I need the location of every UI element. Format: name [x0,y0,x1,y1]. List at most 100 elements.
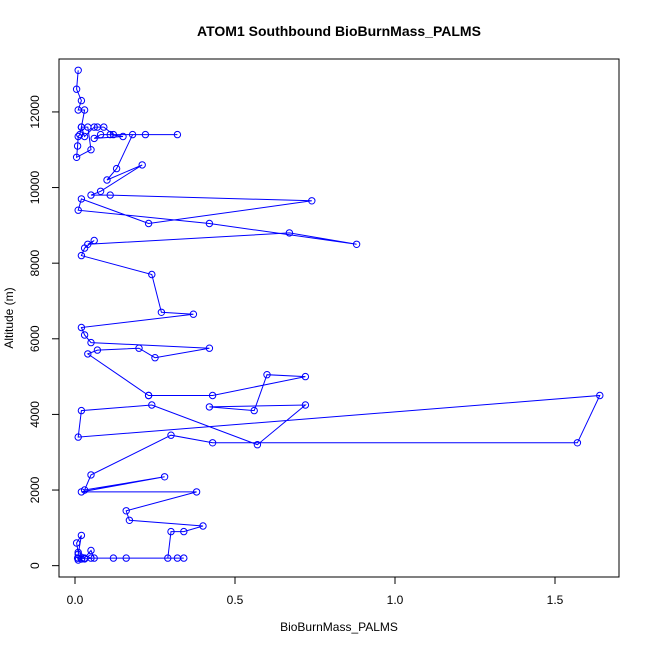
data-point [72,153,81,162]
data-point [208,391,217,400]
data-point [138,161,146,169]
data-point [106,130,114,139]
data-point [77,531,86,540]
data-point [135,344,143,352]
data-point [148,270,156,279]
data-point [122,507,130,515]
data-point [77,555,86,563]
data-point [167,431,175,439]
data-point [141,130,150,139]
data-point [80,132,89,141]
x-tick-label: 1.0 [387,593,404,607]
data-point [72,539,81,547]
data-point [90,236,98,245]
data-point [173,130,182,139]
data-point [301,401,310,409]
data-point [77,96,86,105]
data-point [164,554,172,562]
data-point [308,197,316,205]
data-point [72,85,81,93]
data-point [80,244,89,252]
x-tick-label: 1.5 [547,593,564,607]
data-point [80,106,89,114]
data-point [352,240,361,249]
data-point [77,488,86,496]
data-point [205,219,214,228]
data-point [80,331,89,339]
data-point [151,354,159,362]
data-point [74,66,82,75]
data-point [106,191,114,199]
data-point [301,372,310,381]
data-point [205,403,214,411]
data-point [87,471,95,479]
data-point [87,146,95,154]
y-tick-label: 12000 [28,95,42,129]
y-tick-label: 4000 [28,401,42,428]
data-point [73,142,82,150]
data-point [119,132,127,141]
data-point [90,554,98,562]
data-point [100,123,108,131]
data-point [112,164,121,173]
x-tick-label: 0.5 [227,593,244,607]
data-point [157,308,166,316]
data-point [90,134,98,143]
data-point [90,123,98,131]
data-point [167,527,175,536]
data-point [74,206,82,214]
data-point [253,441,262,449]
chart-title: ATOM1 Southbound BioBurnMass_PALMS [197,23,481,39]
data-point [77,406,86,415]
y-tick-label: 2000 [28,476,42,503]
x-axis: 0.0 0.5 1.0 1.5 [67,576,564,607]
data-point [77,323,86,332]
data-point [87,546,95,555]
data-point [144,391,153,400]
data-point [109,554,118,562]
data-point [128,130,137,139]
data-point [250,406,258,415]
data-point [148,401,156,409]
data-point [596,391,604,400]
data-point [208,439,217,447]
data-point [192,488,201,496]
data-point [573,439,582,447]
y-tick-label: 6000 [28,325,42,352]
data-point [84,350,92,358]
data-point [76,130,84,139]
plot-area [72,66,604,564]
y-axis-label: Altitude (m) [2,287,16,348]
x-tick-label: 0.0 [67,593,84,607]
data-point [96,187,105,196]
data-point [122,554,130,562]
data-point [125,516,134,524]
data-point [77,195,86,203]
data-point [87,191,95,199]
data-point [263,371,271,379]
data-point [205,344,214,352]
data-point [96,130,105,139]
y-tick-label: 8000 [28,250,42,277]
data-point [109,130,118,139]
y-axis: 0 2000 4000 6000 8000 10000 12000 [28,95,60,569]
data-point [103,176,111,184]
data-point [74,548,82,557]
data-point [87,338,95,347]
data-point [160,473,169,481]
data-point [180,527,188,536]
series-line [76,70,601,561]
data-point [189,310,198,318]
data-point [180,554,188,562]
x-axis-label: BioBurnMass_PALMS [280,620,398,634]
data-point [144,219,153,228]
data-point [77,123,86,131]
data-point [93,346,102,354]
data-point [285,229,294,237]
y-tick-label: 0 [28,562,42,569]
y-tick-label: 10000 [28,171,42,205]
data-point [199,522,207,530]
data-point [77,251,86,260]
data-point [74,433,82,441]
